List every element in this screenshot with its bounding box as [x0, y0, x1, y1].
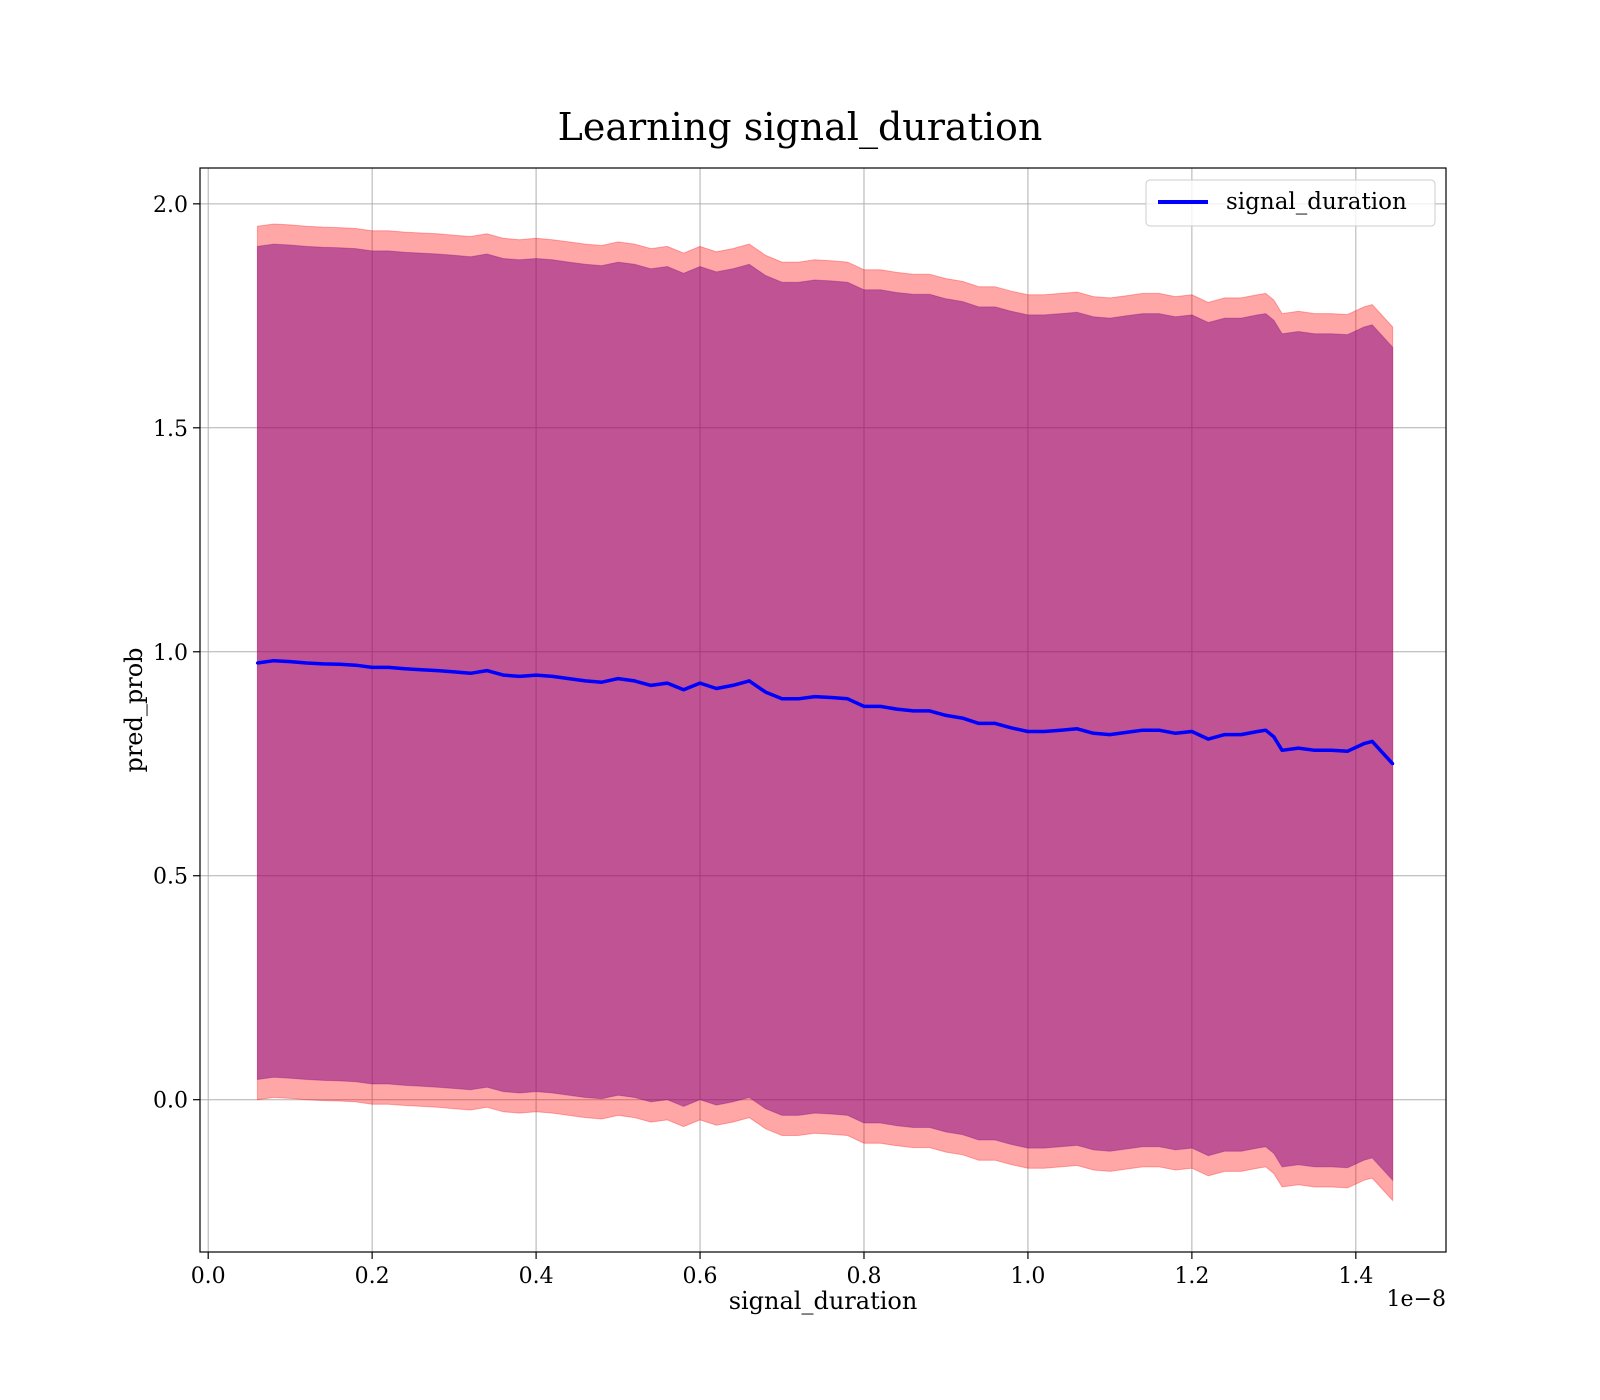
data-point	[1313, 748, 1317, 752]
x-tick-label: 1.4	[1338, 1264, 1373, 1289]
data-point	[1026, 730, 1030, 733]
legend-label: signal_duration	[1226, 189, 1407, 215]
data-point	[1092, 731, 1095, 735]
data-point	[1042, 730, 1046, 733]
data-point	[1264, 728, 1268, 732]
series-lines	[255, 658, 1395, 766]
data-point	[846, 697, 850, 701]
data-point	[1206, 737, 1210, 741]
uncertainty-bands	[256, 223, 1394, 1202]
data-point	[1174, 731, 1177, 735]
data-point	[485, 669, 489, 673]
data-point	[469, 671, 472, 675]
data-point	[649, 683, 653, 687]
data-point	[403, 667, 407, 671]
x-tick-label: 0.6	[683, 1264, 718, 1289]
data-point	[780, 697, 784, 701]
data-point	[1157, 728, 1161, 732]
data-point	[288, 660, 292, 664]
data-point	[1391, 762, 1395, 766]
data-point	[633, 679, 636, 683]
data-point	[567, 677, 571, 681]
data-point	[895, 707, 899, 711]
data-point	[714, 687, 718, 690]
x-tick-label: 1.0	[1010, 1264, 1045, 1289]
data-point	[272, 659, 276, 663]
y-tick-label: 0.0	[153, 1089, 188, 1114]
data-point	[551, 674, 554, 678]
data-point	[255, 661, 259, 665]
data-point	[518, 674, 522, 678]
x-tick-label: 0.0	[191, 1264, 226, 1289]
data-point	[698, 681, 702, 685]
data-point	[1239, 733, 1243, 737]
data-point	[862, 704, 866, 708]
data-point	[321, 662, 325, 666]
data-point	[764, 690, 768, 694]
x-axis-offset-text: 1e−8	[1387, 1287, 1446, 1312]
data-point	[1059, 728, 1063, 732]
plot-frame	[199, 167, 1447, 1253]
data-point	[337, 662, 341, 666]
data-point	[305, 661, 309, 665]
data-point	[928, 709, 932, 713]
legend-box	[1145, 179, 1436, 227]
data-point	[1272, 735, 1276, 739]
data-point	[1362, 742, 1366, 746]
data-point	[911, 709, 915, 713]
y-tick-label: 2.0	[153, 193, 188, 218]
data-point	[1141, 728, 1145, 732]
x-tick-label: 0.8	[846, 1264, 881, 1289]
data-point	[829, 696, 833, 699]
data-point	[878, 704, 882, 708]
data-point	[1190, 730, 1194, 733]
data-point	[501, 673, 505, 677]
chart-title: Learning signal_duration	[558, 105, 1043, 150]
data-point	[419, 668, 423, 672]
y-axis-label: pred_prob	[120, 647, 148, 772]
y-tick-label: 1.0	[153, 641, 188, 666]
inner-band	[256, 243, 1394, 1182]
data-point	[534, 673, 538, 677]
data-point	[747, 679, 751, 683]
data-point	[387, 665, 390, 669]
series-line-signal_duration	[257, 658, 1394, 765]
data-point	[1075, 727, 1079, 731]
data-point	[796, 697, 800, 701]
data-point	[1280, 748, 1284, 752]
data-point	[960, 716, 964, 720]
y-tick-label: 1.5	[153, 417, 188, 442]
data-point	[1256, 730, 1259, 733]
data-point	[1346, 749, 1350, 753]
data-point	[370, 665, 374, 669]
x-tick-label: 0.4	[519, 1264, 554, 1289]
data-point	[993, 721, 997, 725]
y-tick-label: 0.5	[153, 865, 188, 890]
data-point	[1124, 730, 1128, 734]
data-point	[944, 713, 948, 717]
x-axis-label: signal_duration	[729, 1287, 918, 1315]
data-point	[583, 679, 587, 683]
data-point	[665, 681, 669, 685]
data-point	[682, 688, 686, 692]
data-point	[1223, 733, 1227, 737]
data-point	[813, 695, 817, 699]
data-point	[616, 677, 620, 681]
data-point	[1108, 733, 1112, 737]
data-point	[436, 669, 440, 673]
x-tick-label: 1.2	[1174, 1264, 1209, 1289]
data-point	[1370, 739, 1374, 743]
data-point	[977, 721, 981, 725]
data-point	[452, 670, 456, 674]
data-point	[354, 663, 358, 667]
data-point	[731, 683, 735, 687]
data-point	[1296, 746, 1300, 750]
legend: signal_duration	[1145, 179, 1436, 227]
data-point	[1010, 726, 1013, 730]
x-tick-label: 0.2	[355, 1264, 390, 1289]
data-point	[600, 680, 604, 684]
axis-ticks: 0.0 0.2 0.4 0.6 0.8 1.0 1.2 1.4 0.0 0.5 1.0 1.5 2.0	[153, 193, 1373, 1289]
data-point	[1329, 748, 1333, 752]
